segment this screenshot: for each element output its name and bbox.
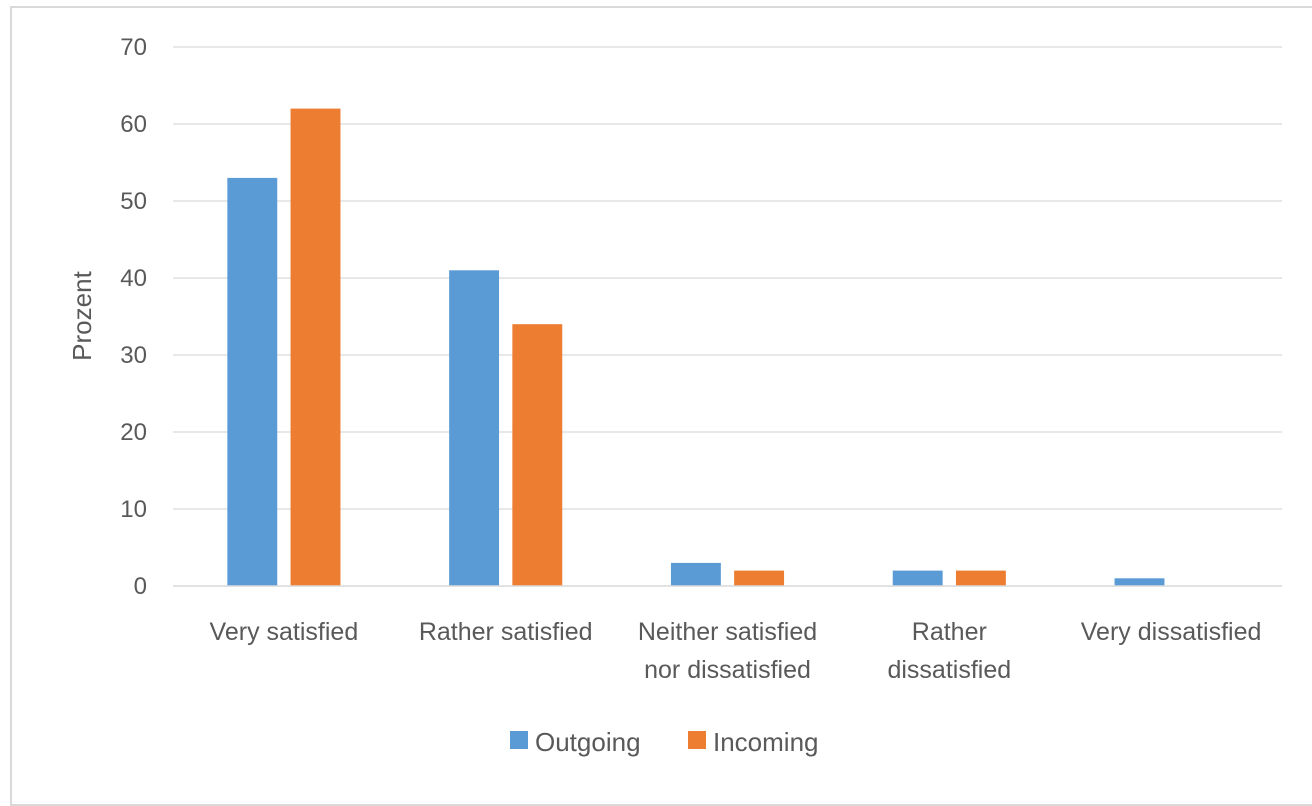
- x-category-label: Very satisfied: [210, 618, 359, 646]
- bar-outgoing-2: [670, 562, 721, 586]
- bar-incoming-2: [734, 570, 785, 586]
- chart-frame: [10, 6, 1312, 806]
- bar-outgoing-0: [227, 177, 278, 586]
- y-tick-label: 40: [120, 265, 147, 292]
- legend-label-outgoing: Outgoing: [535, 727, 641, 757]
- bars: [227, 108, 1165, 586]
- gridlines: [173, 46, 1282, 510]
- y-axis-ticks: 0 10 20 30 40 50 60 70: [120, 34, 147, 600]
- bar-outgoing-1: [449, 270, 500, 586]
- legend: Outgoing Incoming: [510, 727, 819, 757]
- bar-incoming-3: [955, 570, 1006, 586]
- y-axis-title: Prozent: [67, 270, 97, 360]
- x-axis-categories: Very satisfied Rather satisfied Neither sa…: [210, 618, 1262, 684]
- y-tick-label: 0: [134, 573, 147, 600]
- bar-incoming-1: [512, 324, 563, 586]
- y-tick-label: 10: [120, 496, 147, 523]
- x-category-label: Rather: [912, 618, 987, 646]
- y-tick-label: 30: [120, 342, 147, 369]
- x-category-label: nor dissatisfied: [644, 656, 811, 684]
- x-category-label: dissatisfied: [887, 656, 1011, 684]
- legend-swatch-outgoing: [510, 731, 528, 749]
- y-tick-label: 20: [120, 419, 147, 446]
- x-category-label: Very dissatisfied: [1081, 618, 1262, 646]
- y-tick-label: 70: [120, 34, 147, 61]
- y-tick-label: 50: [120, 188, 147, 215]
- legend-swatch-incoming: [688, 731, 706, 749]
- bar-outgoing-4: [1114, 578, 1165, 586]
- x-category-label: Rather satisfied: [419, 618, 593, 646]
- y-tick-label: 60: [120, 111, 147, 138]
- bar-incoming-0: [290, 108, 341, 586]
- x-category-label: Neither satisfied: [638, 618, 817, 646]
- bar-outgoing-3: [892, 570, 943, 586]
- legend-label-incoming: Incoming: [713, 727, 819, 757]
